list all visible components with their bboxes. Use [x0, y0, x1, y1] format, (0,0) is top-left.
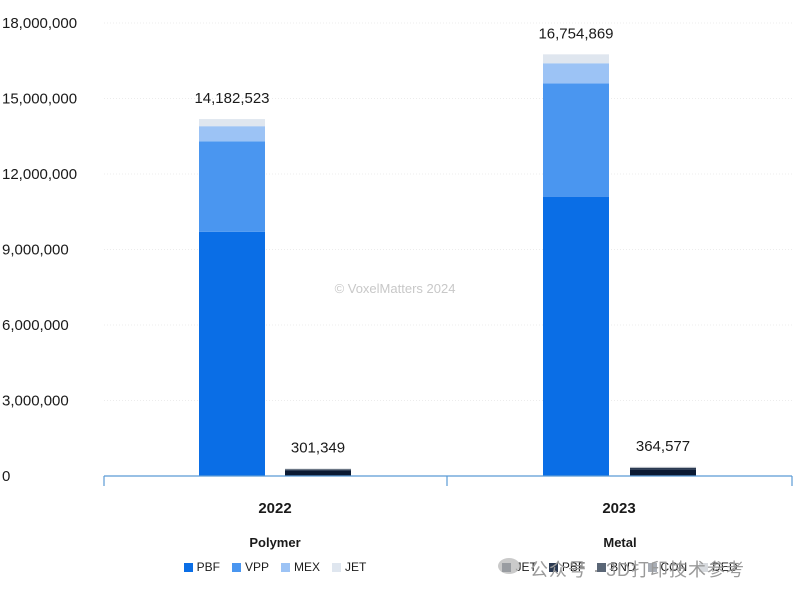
x-axis	[103, 475, 793, 486]
legend-item: PBF	[183, 560, 220, 574]
bar-segment-metal-jet	[285, 470, 351, 476]
legend-items-metal: JET PBF BND CON DED	[502, 560, 738, 574]
legend-label: VPP	[244, 560, 269, 574]
y-tick-label: 0	[2, 468, 10, 485]
y-tick-label: 9,000,000	[2, 242, 69, 259]
legend-metal: Metal JET PBF BND CON DED	[490, 535, 750, 574]
watermark-text: © VoxelMatters 2024	[335, 281, 456, 296]
total-label: 364,577	[636, 438, 690, 455]
legend-label: DED	[712, 560, 738, 574]
total-label: 301,349	[291, 439, 345, 456]
legend-item: VPP	[231, 560, 269, 574]
legend-label: MEX	[294, 560, 321, 574]
bar-segment-polymer-mex	[543, 63, 609, 84]
bars	[199, 54, 696, 476]
bar-segment-polymer-vpp	[199, 141, 265, 232]
bar-segment-metal-jet	[630, 469, 696, 476]
legend-swatch	[332, 562, 342, 572]
legend-title-polymer: Polymer	[249, 535, 301, 550]
x-category-label: 2023	[602, 500, 635, 517]
legend-swatch	[597, 562, 607, 572]
legend-label: CON	[660, 560, 688, 574]
legend-item: PBF	[548, 560, 586, 574]
bar-segment-polymer-jet	[199, 119, 265, 127]
legend-item: BND	[597, 560, 636, 574]
y-tick-label: 15,000,000	[2, 91, 77, 108]
bar-segment-metal-ded	[285, 468, 351, 470]
legend-label: PBF	[561, 560, 586, 574]
y-axis-ticks: 0 3,000,000 6,000,000 9,000,000 12,000,000 15…	[2, 15, 77, 485]
legend-item: CON	[647, 560, 688, 574]
y-tick-label: 18,000,000	[2, 15, 77, 32]
legend-label: PBF	[196, 560, 220, 574]
total-labels: 14,182,523 16,754,869 301,349 364,577	[194, 25, 690, 456]
y-tick-label: 3,000,000	[2, 393, 69, 410]
bar-segment-polymer-jet	[543, 54, 609, 64]
legend-title-metal: Metal	[603, 535, 637, 550]
wechat-icon	[498, 558, 520, 574]
legend-label: BND	[610, 560, 636, 574]
bar-segment-metal-pbf	[285, 469, 351, 471]
bar-segment-polymer-pbf	[543, 196, 609, 476]
bar-segment-metal-ded	[630, 466, 696, 468]
bar-segment-polymer-mex	[199, 126, 265, 142]
y-tick-label: 6,000,000	[2, 317, 69, 334]
bar-segment-metal-pbf	[630, 467, 696, 470]
legend-item: MEX	[281, 560, 320, 574]
legend-item: DED	[699, 560, 738, 574]
legend-label: JET	[515, 560, 537, 574]
legend-label: JET	[345, 560, 367, 574]
legend-swatch	[281, 562, 290, 572]
legend-swatch	[699, 562, 709, 572]
legend-swatch	[548, 562, 558, 572]
x-category-label: 2022	[258, 500, 291, 517]
legend-swatch	[231, 562, 241, 572]
legend-swatch	[647, 562, 657, 572]
x-axis-categories: 2022 2023	[258, 500, 635, 517]
legend-item: JET	[332, 560, 366, 574]
total-label: 16,754,869	[538, 25, 613, 42]
legend-polymer: Polymer PBF VPP MEX JET	[170, 535, 380, 574]
bar-segment-polymer-pbf	[199, 231, 265, 476]
total-label: 14,182,523	[194, 90, 269, 107]
y-tick-label: 12,000,000	[2, 166, 77, 183]
legend-swatch	[183, 562, 193, 572]
legend-items-polymer: PBF VPP MEX JET	[183, 560, 366, 574]
corner-watermark: 公众号 · 3D打印技术参考	[530, 560, 746, 580]
bar-segment-polymer-vpp	[543, 83, 609, 197]
